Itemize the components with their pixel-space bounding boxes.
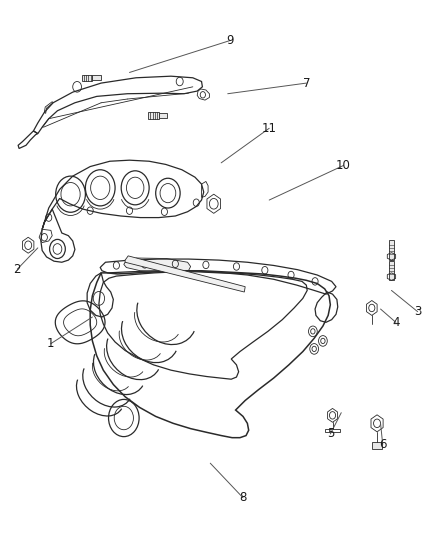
Text: 1: 1	[47, 337, 55, 350]
Text: 7: 7	[303, 77, 310, 90]
Text: 10: 10	[336, 159, 351, 172]
Polygon shape	[124, 258, 191, 272]
Text: 8: 8	[239, 491, 247, 504]
Text: 6: 6	[379, 438, 386, 451]
Polygon shape	[92, 75, 101, 80]
Polygon shape	[82, 75, 92, 81]
Text: 5: 5	[327, 427, 334, 440]
Text: 4: 4	[392, 316, 399, 329]
Polygon shape	[148, 112, 159, 119]
Polygon shape	[125, 256, 245, 292]
Polygon shape	[389, 240, 394, 260]
Text: 9: 9	[226, 34, 233, 47]
Polygon shape	[389, 261, 394, 280]
Text: 2: 2	[14, 263, 21, 276]
Polygon shape	[372, 442, 382, 449]
Polygon shape	[159, 113, 167, 118]
Text: 3: 3	[414, 305, 421, 318]
Text: 11: 11	[262, 122, 277, 135]
